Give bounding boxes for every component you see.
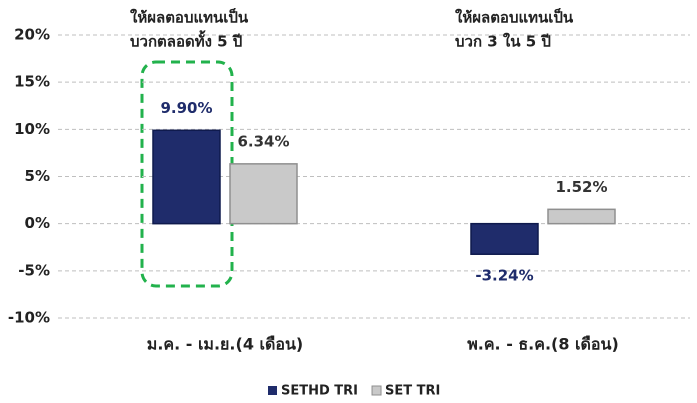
legend-swatch — [268, 386, 277, 395]
y-tick-label: 0% — [25, 214, 50, 232]
value-label: 1.52% — [555, 178, 607, 196]
legend-label: SETHD TRI — [281, 384, 358, 399]
y-tick-label: -5% — [18, 261, 50, 279]
annotation: ให้ผลตอบแทนเป็น — [455, 8, 574, 27]
y-tick-label: 15% — [14, 73, 50, 91]
y-tick-label: -10% — [8, 309, 50, 327]
bar — [547, 208, 616, 225]
y-tick-label: 20% — [14, 26, 50, 44]
value-label: 6.34% — [237, 132, 289, 150]
y-tick-label: 10% — [14, 120, 50, 138]
bar — [229, 163, 298, 225]
y-tick-label: 5% — [25, 167, 50, 185]
value-label: -3.24% — [475, 267, 533, 285]
legend-label: SET TRI — [385, 384, 440, 399]
annotation: ให้ผลตอบแทนเป็น — [130, 8, 249, 27]
bar — [152, 129, 221, 225]
x-tick-label: ม.ค. - เม.ย.(4 เดือน) — [147, 335, 303, 354]
x-tick-label: พ.ค. - ธ.ค.(8 เดือน) — [467, 335, 619, 354]
annotation: บวก 3 ใน 5 ปี — [455, 33, 551, 51]
bar — [470, 222, 539, 255]
annotation: บวกตลอดทั้ง 5 ปี — [130, 30, 242, 51]
legend-swatch — [371, 385, 382, 396]
value-label: 9.90% — [160, 99, 212, 117]
